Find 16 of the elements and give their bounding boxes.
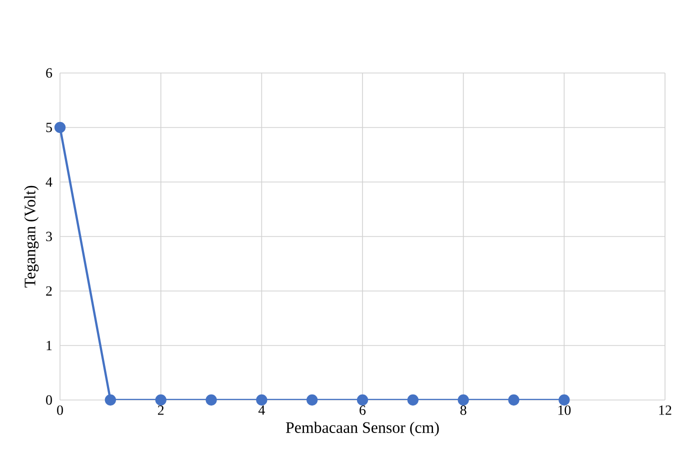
x-axis-title: Pembacaan Sensor (cm) <box>286 422 439 436</box>
x-tick-label: 6 <box>360 406 366 415</box>
x-tick-label: 8 <box>460 406 466 415</box>
y-axis-title: Tegangan (Volt) <box>24 186 39 288</box>
x-tick-label: 4 <box>258 406 265 415</box>
x-tick-label: 0 <box>57 406 63 415</box>
y-tick-label: 0 <box>46 395 52 405</box>
y-tick-label: 3 <box>46 232 52 242</box>
y-tick-label: 5 <box>46 122 52 132</box>
y-tick-label: 2 <box>46 286 52 296</box>
x-tick-label: 10 <box>558 406 571 415</box>
y-tick-label: 4 <box>46 177 52 187</box>
x-tick-label: 12 <box>659 406 672 415</box>
y-tick-label: 6 <box>46 68 52 78</box>
y-tick-label: 1 <box>46 340 52 350</box>
x-tick-label: 2 <box>158 406 164 415</box>
